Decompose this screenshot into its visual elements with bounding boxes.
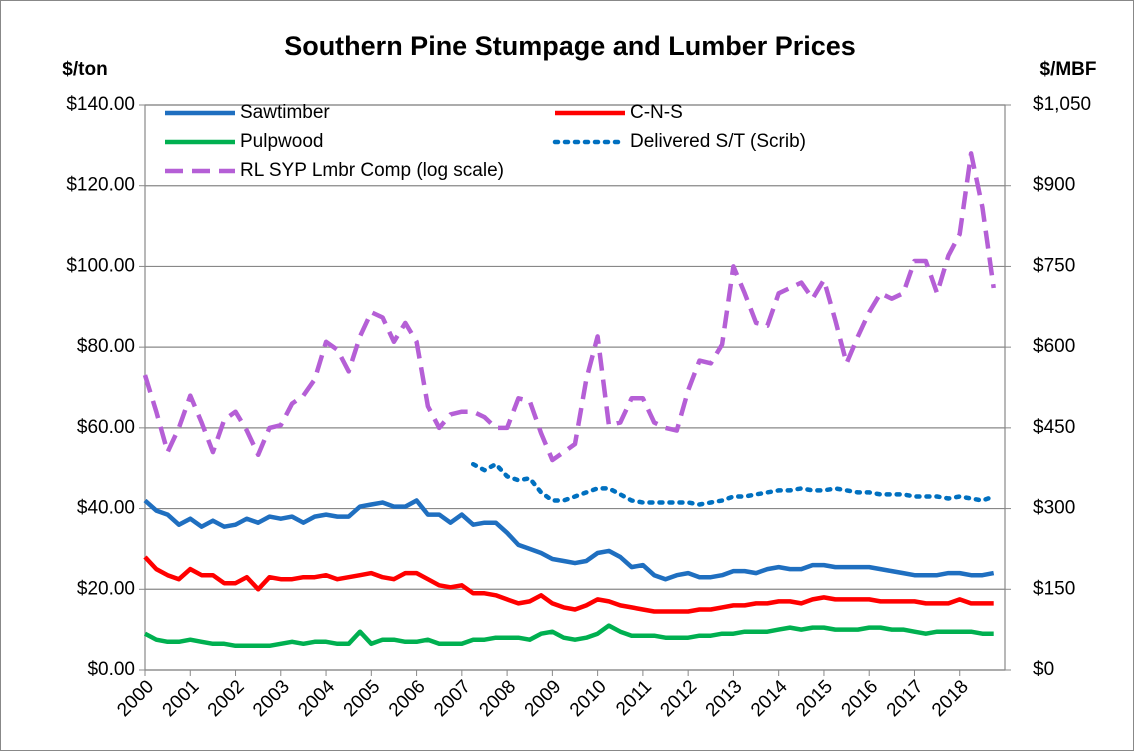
y-tick-label: $80.00 <box>77 336 135 357</box>
y-tick-label: $20.00 <box>77 578 135 599</box>
legend-label: C-N-S <box>630 102 683 123</box>
legend-label: Sawtimber <box>240 102 330 123</box>
legend-label: Pulpwood <box>240 131 323 152</box>
y2-tick-label: $1,050 <box>1033 94 1091 115</box>
y2-tick-label: $300 <box>1033 498 1075 519</box>
y-tick-label: $60.00 <box>77 417 135 438</box>
y-tick-label: $0.00 <box>87 659 135 680</box>
y-axis-label: $/ton <box>62 59 107 80</box>
y-tick-label: $140.00 <box>66 94 135 115</box>
y2-tick-label: $600 <box>1033 336 1075 357</box>
series-line <box>142 151 996 463</box>
chart-title: Southern Pine Stumpage and Lumber Prices <box>284 31 856 61</box>
y2-tick-label: $750 <box>1033 255 1075 276</box>
plot-frame <box>144 104 1006 671</box>
y2-tick-label: $900 <box>1033 175 1075 196</box>
y-tick-label: $120.00 <box>66 175 135 196</box>
y2-tick-label: $0 <box>1033 659 1054 680</box>
legend-label: Delivered S/T (Scrib) <box>630 131 806 152</box>
series-line <box>143 555 994 614</box>
y2-axis-label: $/MBF <box>1040 59 1097 80</box>
series-line <box>143 623 994 649</box>
y-tick-label: $100.00 <box>66 255 135 276</box>
y2-tick-label: $450 <box>1033 417 1075 438</box>
series-line <box>143 498 995 582</box>
y2-tick-label: $150 <box>1033 578 1075 599</box>
y-tick-label: $40.00 <box>77 498 135 519</box>
series-line <box>470 461 996 507</box>
legend-label: RL SYP Lmbr Comp (log scale) <box>240 160 504 181</box>
